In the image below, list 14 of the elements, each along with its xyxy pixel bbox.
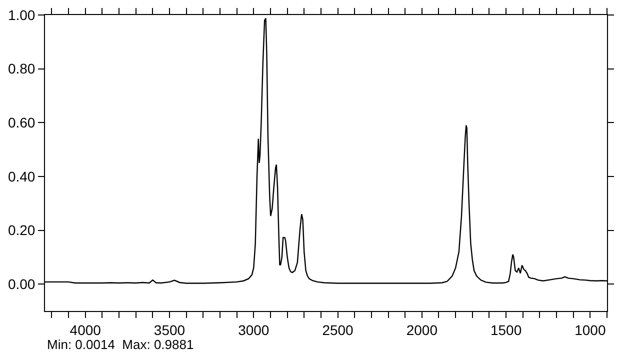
y-tick-label: 0.60 xyxy=(8,114,36,131)
x-tick-label: 1000 xyxy=(574,322,606,338)
x-tick-label: 3000 xyxy=(238,322,270,338)
y-tick-label: 0.00 xyxy=(8,276,36,292)
x-tick-label: 2500 xyxy=(322,322,354,338)
x-tick-label: 3500 xyxy=(154,322,186,338)
x-tick-label: 1500 xyxy=(490,322,522,338)
text: Min: 0.0014 Max: 0.9881 xyxy=(47,337,194,352)
x-tick-label: 4000 xyxy=(70,322,102,338)
y-tick-label: 0.20 xyxy=(8,222,36,238)
y-tick-label: 1.00 xyxy=(8,6,36,23)
x-tick-label: 2000 xyxy=(406,322,438,338)
y-tick-label: 0.40 xyxy=(8,168,36,184)
y-tick-label: 0.80 xyxy=(8,60,36,77)
